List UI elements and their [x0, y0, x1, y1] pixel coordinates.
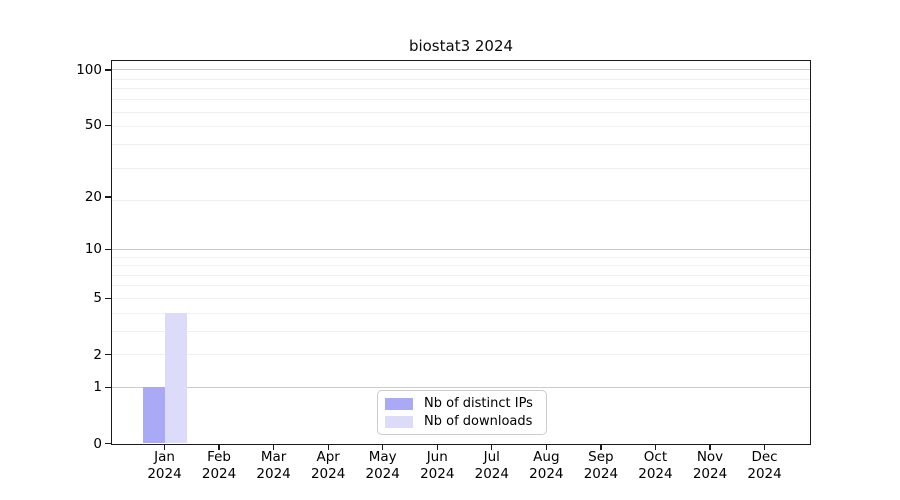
x-tick-label: Jan 2024	[132, 449, 198, 483]
y-gridline-minor	[112, 297, 810, 299]
x-tick-month: Aug	[533, 449, 560, 465]
y-gridline-major	[112, 386, 810, 388]
x-tick-month: May	[368, 449, 397, 465]
y-gridline-minor	[112, 285, 810, 287]
x-tick-year: 2024	[747, 466, 782, 482]
y-tick-mark	[105, 69, 111, 71]
x-tick-month: Apr	[316, 449, 340, 465]
x-tick-mark	[382, 445, 384, 450]
legend-label-downloads: Nb of downloads	[424, 414, 533, 429]
y-gridline-minor	[112, 256, 810, 258]
x-tick-month: Dec	[751, 449, 778, 465]
x-tick-label: Jun 2024	[404, 449, 470, 483]
y-tick-label: 1	[93, 379, 102, 396]
y-gridline-minor	[112, 330, 810, 332]
x-tick-year: 2024	[638, 466, 673, 482]
chart-title: biostat3 2024	[408, 37, 514, 55]
x-tick-label: May 2024	[350, 449, 416, 483]
legend-swatch-downloads	[385, 415, 413, 428]
x-tick-mark	[763, 445, 766, 450]
x-tick-year: 2024	[310, 466, 346, 482]
y-gridline-major	[112, 248, 810, 250]
y-tick-label: 2	[93, 346, 102, 363]
x-tick-year: 2024	[692, 466, 728, 482]
y-tick-mark	[105, 353, 111, 356]
x-tick-month: Feb	[207, 449, 231, 465]
y-gridline-minor	[112, 354, 810, 356]
y-tick-mark	[105, 196, 111, 198]
y-tick-mark	[105, 297, 111, 300]
y-tick-label: 20	[84, 189, 102, 206]
x-tick-mark	[218, 445, 220, 450]
x-tick-month: Jan	[154, 449, 175, 465]
y-tick-mark	[105, 248, 111, 251]
x-tick-mark	[436, 445, 438, 450]
y-gridline-minor	[112, 88, 810, 90]
y-gridline-minor	[112, 126, 810, 128]
x-tick-label: Oct 2024	[622, 449, 688, 483]
x-tick-month: Jul	[483, 449, 500, 465]
y-gridline-minor	[112, 274, 810, 276]
legend-label-distinct-ips: Nb of distinct IPs	[424, 396, 533, 411]
legend-item-downloads: Nb of downloads	[385, 414, 540, 429]
x-tick-mark	[491, 445, 493, 450]
x-tick-year: 2024	[201, 466, 237, 482]
legend-swatch-distinct-ips	[385, 397, 413, 410]
bar-downloads-jan-2024	[164, 313, 187, 444]
y-gridline-minor	[112, 265, 810, 267]
y-gridline-minor	[112, 200, 810, 202]
y-gridline-minor	[112, 111, 810, 113]
x-tick-label: Mar 2024	[241, 449, 307, 483]
y-tick-mark	[105, 124, 111, 126]
x-tick-label: Nov 2024	[677, 449, 743, 483]
y-gridline-minor	[112, 78, 810, 80]
y-tick-mark	[105, 442, 111, 445]
x-tick-label: Sep 2024	[568, 449, 634, 483]
x-tick-mark	[654, 445, 657, 450]
x-tick-month: Jun	[426, 449, 448, 465]
y-tick-label: 50	[84, 117, 102, 134]
x-tick-month: Sep	[588, 449, 614, 465]
y-gridline-major	[112, 69, 810, 71]
x-tick-year: 2024	[583, 466, 619, 482]
x-tick-year: 2024	[420, 466, 455, 482]
x-tick-mark	[709, 445, 711, 450]
x-tick-label: Aug 2024	[513, 449, 579, 483]
legend-item-distinct-ips: Nb of distinct IPs	[385, 396, 540, 411]
y-gridline-minor	[112, 99, 810, 101]
y-tick-mark	[105, 386, 111, 389]
x-tick-year: 2024	[474, 466, 509, 482]
y-tick-label: 10	[84, 241, 102, 258]
x-tick-month: Mar	[260, 449, 287, 465]
legend: Nb of distinct IPs Nb of downloads	[377, 390, 547, 435]
x-tick-month: Nov	[696, 449, 724, 465]
x-tick-label: Dec 2024	[732, 449, 798, 483]
x-tick-mark	[272, 445, 275, 450]
x-tick-year: 2024	[529, 466, 564, 482]
x-tick-mark	[600, 445, 602, 450]
x-tick-mark	[163, 445, 166, 450]
y-tick-label: 5	[93, 290, 102, 307]
y-tick-label: 100	[76, 61, 102, 78]
x-tick-label: Jul 2024	[459, 449, 525, 483]
y-gridline-minor	[112, 144, 810, 146]
x-tick-label: Feb 2024	[186, 449, 252, 483]
x-tick-year: 2024	[147, 466, 182, 482]
y-gridline-minor	[112, 312, 810, 314]
y-gridline-minor	[112, 167, 810, 169]
x-tick-year: 2024	[365, 466, 400, 482]
y-tick-label: 0	[93, 435, 102, 452]
x-tick-year: 2024	[256, 466, 291, 482]
x-tick-label: Apr 2024	[295, 449, 361, 483]
x-tick-mark	[327, 445, 329, 450]
bar-distinct-ips-jan-2024	[142, 387, 165, 444]
x-tick-month: Oct	[643, 449, 668, 465]
x-tick-mark	[545, 445, 547, 450]
